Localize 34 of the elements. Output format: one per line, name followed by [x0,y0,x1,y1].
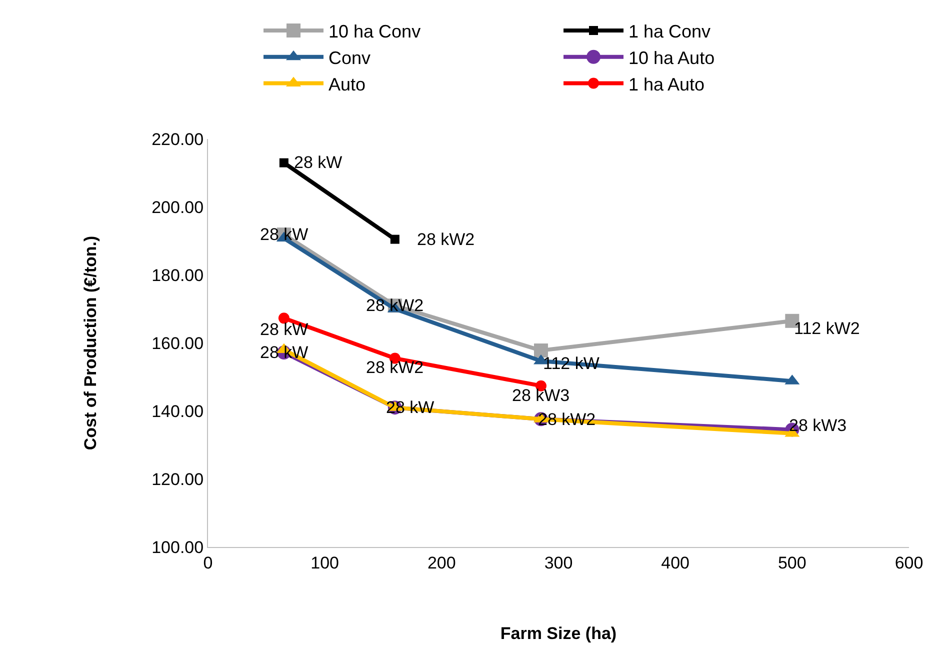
y-tick-label: 220.00 [152,130,204,149]
y-tick-label: 160.00 [152,334,204,353]
annotation: 28 kW3 [512,386,570,405]
legend-label: Conv [328,48,371,68]
x-tick-label: 500 [778,553,806,572]
x-tick-label: 100 [310,553,340,572]
y-tick-label: 120.00 [152,470,204,489]
annotation: 28 kW [294,153,342,172]
point [279,158,288,168]
y-tick-label: 200.00 [152,198,204,217]
x-tick-label: 200 [427,553,456,572]
x-tick-label: 400 [661,553,690,572]
annotation: 28 kW3 [789,416,847,435]
y-tick-label: 180.00 [152,266,204,285]
x-axis-title: Farm Size (ha) [500,624,617,643]
annotation: 28 kW2 [417,230,475,249]
point [534,343,548,358]
y-axis-title: Cost of Production (€/ton.) [81,236,100,450]
point [278,312,290,324]
point [390,234,400,244]
x-tick-label: 600 [894,553,924,572]
x-tick-label: 0 [203,553,213,572]
legend-label: 1 ha Auto [628,74,705,94]
legend-label: 10 ha Auto [628,48,715,68]
y-tick-label: 140.00 [152,402,204,421]
annotation: 112 kW2 [794,319,860,338]
y-tick-label: 100.00 [152,538,204,557]
legend-label: 1 ha Conv [628,22,711,42]
legend-label: Auto [328,74,366,94]
annotation: 28 kW2 [366,358,424,377]
x-tick-label: 300 [544,553,573,572]
legend-label: 10 ha Conv [328,22,421,42]
annotation: 28 kW [260,320,308,339]
annotation: 28 kW [260,225,308,244]
